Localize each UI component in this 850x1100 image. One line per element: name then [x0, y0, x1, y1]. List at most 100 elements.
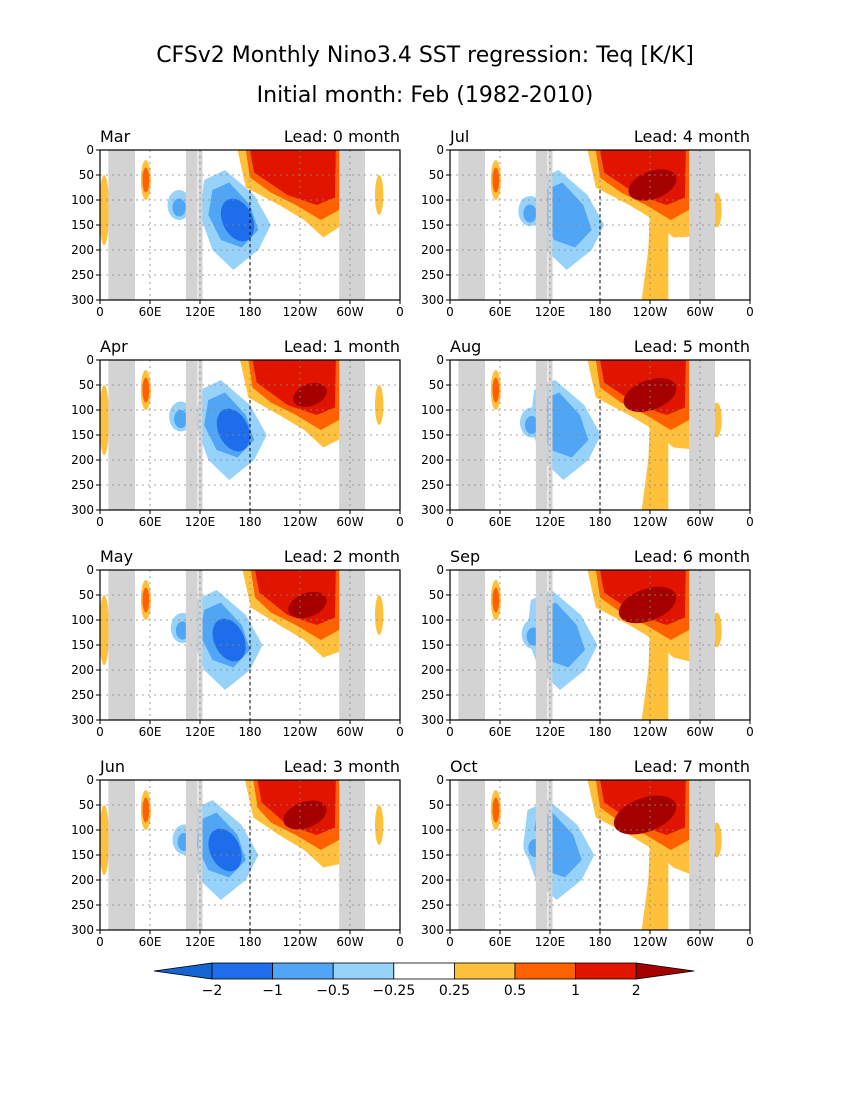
- cool-core: [208, 828, 242, 872]
- land-mask: [198, 780, 203, 930]
- x-tick-label: 120E: [185, 515, 216, 529]
- panel-mar: 0 60E 120E 180 120W 60W 0 0 50 100 150 200 250 300 Mar…: [71, 127, 404, 319]
- warm-max: [293, 383, 327, 407]
- panel-lead: Lead: 0 month: [284, 127, 400, 146]
- y-tick-label: 50: [429, 378, 444, 392]
- y-tick-label: 200: [421, 453, 444, 467]
- land-mask: [339, 150, 350, 300]
- x-tick-label: 0: [746, 305, 754, 319]
- y-tick-label: 250: [421, 688, 444, 702]
- x-tick-label: 120W: [633, 935, 668, 949]
- colorbar-segment: [453, 962, 516, 980]
- figure-title: CFSv2 Monthly Nino3.4 SST regression: Te…: [156, 43, 694, 68]
- warm-atl: [375, 385, 384, 425]
- warm-indian-core: [142, 587, 150, 613]
- warm-max: [618, 586, 677, 624]
- x-tick-label: 0: [446, 725, 454, 739]
- field-6: [100, 780, 400, 930]
- x-tick-label: 120E: [185, 305, 216, 319]
- panel-month: Sep: [450, 547, 480, 566]
- x-tick-label: 0: [396, 515, 404, 529]
- y-tick-label: 200: [71, 873, 94, 887]
- warm-core: [250, 150, 336, 205]
- colorbar-label: 0.5: [504, 983, 526, 999]
- x-tick-label: 120E: [535, 935, 566, 949]
- panel-jul: 0 60E 120E 180 120W 60W 0 0 50 100 150 200 250 300 Jul…: [421, 127, 754, 319]
- x-tick-label: 0: [746, 515, 754, 529]
- y-tick-label: 100: [71, 613, 94, 627]
- y-tick-label: 100: [421, 613, 444, 627]
- x-tick-label: 60W: [336, 305, 363, 319]
- panel-lead: Lead: 4 month: [634, 127, 750, 146]
- colorbar-segment: [332, 962, 395, 980]
- x-tick-label: 120W: [633, 305, 668, 319]
- x-tick-label: 60W: [336, 935, 363, 949]
- colorbar-label: 2: [632, 983, 641, 999]
- warm-tail: [641, 210, 669, 300]
- y-tick-label: 250: [71, 688, 94, 702]
- x-tick-label: 180: [239, 935, 262, 949]
- x-tick-label: 180: [589, 515, 612, 529]
- land-mask: [548, 360, 553, 510]
- warm-indian-core: [142, 797, 150, 823]
- grid: [450, 150, 750, 300]
- colorbar-segment: [211, 962, 273, 980]
- warm-tail: [641, 420, 669, 510]
- x-tick-label: 60W: [686, 935, 713, 949]
- y-tick-label: 150: [71, 848, 94, 862]
- y-tick-label: 50: [429, 588, 444, 602]
- land-mask: [350, 150, 365, 300]
- x-tick-label: 60E: [489, 305, 512, 319]
- panel-sep: 0 60E 120E 180 120W 60W 0 0 50 100 150 200 250 300 Sep…: [421, 547, 754, 739]
- warm-indian-core: [142, 167, 150, 193]
- land-mask: [548, 780, 553, 930]
- land-mask: [700, 360, 715, 510]
- y-tick-label: 150: [421, 638, 444, 652]
- panel-month: Oct: [450, 757, 478, 776]
- y-tick-label: 250: [421, 478, 444, 492]
- land-mask: [700, 150, 715, 300]
- panel-may: 0 60E 120E 180 120W 60W 0 0 50 100 150 200 250 300 May…: [71, 547, 404, 739]
- y-tick-label: 150: [421, 848, 444, 862]
- x-tick-label: 180: [239, 305, 262, 319]
- y-tick-label: 0: [436, 773, 444, 787]
- cool-core: [220, 198, 255, 242]
- warm-tail: [641, 630, 669, 720]
- panel-apr: 0 60E 120E 180 120W 60W 0 0 50 100 150 200 250 300 Apr…: [71, 337, 404, 529]
- y-tick-label: 0: [86, 353, 94, 367]
- y-tick-label: 250: [421, 268, 444, 282]
- x-tick-label: 120E: [535, 725, 566, 739]
- y-tick-label: 150: [421, 428, 444, 442]
- x-tick-label: 120W: [283, 515, 318, 529]
- x-tick-label: 0: [96, 305, 104, 319]
- land-mask: [689, 570, 700, 720]
- land-mask: [548, 150, 553, 300]
- panel-lead: Lead: 3 month: [284, 757, 400, 776]
- y-tick-label: 300: [421, 503, 444, 517]
- panel-jun: 0 60E 120E 180 120W 60W 0 0 50 100 150 200 250 300 Jun…: [71, 757, 404, 949]
- colorbar-segment: [272, 962, 334, 980]
- land-mask: [339, 780, 350, 930]
- y-tick-label: 100: [71, 403, 94, 417]
- land-mask: [198, 360, 203, 510]
- x-tick-label: 120E: [535, 305, 566, 319]
- y-tick-label: 0: [436, 563, 444, 577]
- y-tick-label: 0: [86, 563, 94, 577]
- warm-max: [623, 378, 677, 412]
- cool-indian-core: [525, 416, 539, 434]
- land-mask: [689, 360, 700, 510]
- x-tick-label: 60E: [489, 935, 512, 949]
- x-tick-label: 0: [396, 935, 404, 949]
- x-tick-label: 60E: [489, 725, 512, 739]
- warm-max: [288, 591, 327, 619]
- cool-core: [216, 408, 250, 452]
- y-tick-label: 50: [429, 798, 444, 812]
- warm-atl: [375, 805, 384, 845]
- panel-aug: 0 60E 120E 180 120W 60W 0 0 50 100 150 200 250 300 Aug…: [421, 337, 754, 529]
- colorbar-label: −0.5: [316, 983, 350, 999]
- colorbar-segment: [575, 962, 637, 980]
- warm-atl: [375, 175, 384, 215]
- x-tick-label: 60E: [489, 515, 512, 529]
- cool-mid: [541, 182, 592, 248]
